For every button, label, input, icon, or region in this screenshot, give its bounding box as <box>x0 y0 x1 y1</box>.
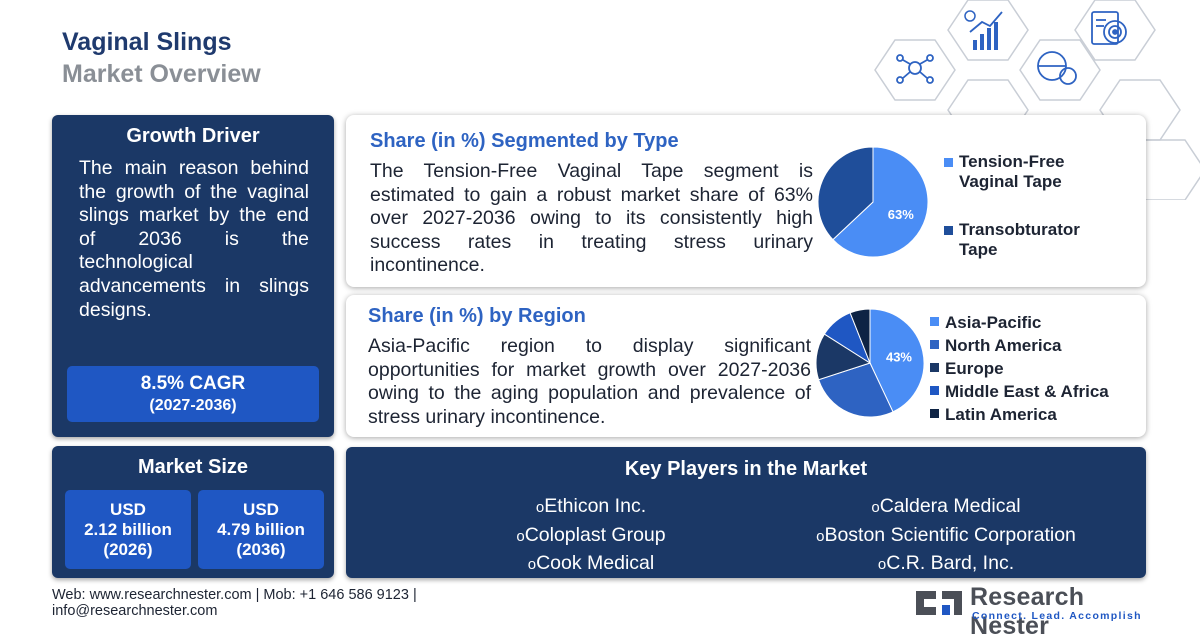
market-size-2036: USD 4.79 billion (2036) <box>198 490 324 569</box>
key-player-item: oCook Medical <box>446 550 736 579</box>
key-player-item: oBoston Scientific Corporation <box>776 522 1116 551</box>
key-player-name: Coloplast Group <box>524 523 666 546</box>
hexagon-icon <box>1019 39 1101 101</box>
logo-name: Research Nester <box>970 583 1085 640</box>
type-legend: Tension-Free Vaginal Tape Transobturator … <box>944 152 1104 260</box>
currency-label: USD <box>110 500 146 519</box>
bullet-icon: o <box>871 499 880 516</box>
key-player-name: Boston Scientific Corporation <box>824 523 1076 546</box>
legend-label: Middle East & Africa <box>945 382 1109 401</box>
region-section-text: Asia-Pacific region to display significa… <box>368 335 811 428</box>
market-size-year: (2036) <box>236 540 286 559</box>
network-icon <box>896 54 934 84</box>
bullet-icon: o <box>535 499 545 516</box>
hexagon-icon <box>874 39 956 101</box>
logo-tagline: Connect. Lead. Accomplish <box>972 610 1142 622</box>
region-share-card: Share (in %) by Region Asia-Pacific regi… <box>346 295 1146 437</box>
key-player-item: oEthicon Inc. <box>446 493 736 522</box>
market-size-amount: 4.79 billion <box>217 520 305 539</box>
key-player-name: C.R. Bard, Inc. <box>886 552 1015 574</box>
legend-swatch <box>930 409 939 418</box>
market-size-title: Market Size <box>137 456 249 478</box>
region-legend: Asia-Pacific North America Europe Middle Ea… <box>930 311 1140 426</box>
key-player-name: Cook Medical <box>536 552 655 574</box>
legend-swatch <box>930 386 939 395</box>
bullet-icon: o <box>527 556 537 573</box>
legend-swatch <box>930 317 939 326</box>
legend-label: Tension-Free Vaginal Tape <box>959 152 1065 191</box>
footer-email: info@researchnester.com <box>52 603 218 619</box>
legend-label: Europe <box>945 359 1004 378</box>
page-subtitle: Market Overview <box>62 60 261 88</box>
cagr-badge: 8.5% CAGR (2027-2036) <box>67 366 319 422</box>
key-players-right-list: oCaldera Medical oBoston Scientific Corpo… <box>776 493 1116 579</box>
logo-mark-icon <box>916 591 962 615</box>
market-size-year: (2026) <box>103 540 153 559</box>
footer-web-phone: Web: www.researchnester.com | Mob: +1 64… <box>52 587 417 603</box>
pie-data-label: 63% <box>888 207 914 222</box>
legend-swatch <box>944 226 953 235</box>
type-pie-chart: 63% <box>818 147 928 257</box>
market-size-amount: 2.12 billion <box>84 520 172 539</box>
legend-label: Transobturator Tape <box>959 220 1080 259</box>
growth-driver-title: Growth Driver <box>126 125 260 147</box>
bullet-icon: o <box>816 527 825 545</box>
legend-item: Transobturator Tape <box>944 220 1104 260</box>
legend-swatch <box>930 340 939 349</box>
cagr-period: (2027-2036) <box>149 397 237 414</box>
footer-contact: Web: www.researchnester.com | Mob: +1 64… <box>52 587 417 619</box>
legend-item: Middle East & Africa <box>930 380 1140 403</box>
key-players-left-list: oEthicon Inc. oColoplast Group oCook Medic… <box>446 493 736 579</box>
target-clipboard-icon <box>1091 11 1127 45</box>
legend-label: Latin America <box>945 405 1057 424</box>
key-players-panel: Key Players in the Market oEthicon Inc. o… <box>346 447 1146 578</box>
region-pie-chart: 43% <box>816 309 924 417</box>
type-share-card: Share (in %) Segmented by Type The Tensi… <box>346 115 1146 287</box>
bullet-icon: o <box>516 527 525 545</box>
pie-slice <box>818 147 874 241</box>
market-size-panel: Market Size USD 2.12 billion (2026) USD … <box>52 446 334 578</box>
hexagon-icon <box>1074 0 1156 61</box>
legend-item: North America <box>930 334 1140 357</box>
pie-slice <box>849 309 871 364</box>
key-player-name: Caldera Medical <box>879 495 1021 517</box>
research-nester-logo: Research Nester Connect. Lead. Accomplis… <box>912 583 1152 640</box>
type-section-title: Share (in %) Segmented by Type <box>370 130 679 152</box>
hexagon-icon <box>947 0 1029 61</box>
growth-chart-icon <box>964 10 1003 50</box>
growth-driver-text: The main reason behind the growth of the… <box>79 157 309 321</box>
pie-slice <box>818 362 894 417</box>
region-section-title: Share (in %) by Region <box>368 305 586 327</box>
legend-item: Tension-Free Vaginal Tape <box>944 152 1104 192</box>
pie-data-label: 43% <box>886 350 912 365</box>
pie-slice <box>869 309 924 413</box>
type-section-text: The Tension-Free Vaginal Tape segment is… <box>370 160 813 276</box>
pie-slice <box>832 147 928 257</box>
key-player-item: oCaldera Medical <box>776 493 1116 522</box>
legend-label: North America <box>945 336 1062 355</box>
legend-item: Latin America <box>930 403 1140 426</box>
key-players-title: Key Players in the Market <box>624 458 868 480</box>
legend-item: Europe <box>930 357 1140 380</box>
legend-label: Asia-Pacific <box>945 313 1042 332</box>
legend-swatch <box>930 363 939 372</box>
key-player-item: oC.R. Bard, Inc. <box>776 550 1116 579</box>
currency-label: USD <box>243 500 279 519</box>
cagr-value: 8.5% CAGR <box>140 373 246 394</box>
legend-item: Asia-Pacific <box>930 311 1140 334</box>
globe-money-icon <box>1037 51 1077 85</box>
legend-swatch <box>944 158 953 167</box>
key-player-name: Ethicon Inc. <box>544 495 647 517</box>
page-title: Vaginal Slings <box>62 28 232 56</box>
bullet-icon: o <box>877 556 887 573</box>
key-player-item: oColoplast Group <box>446 522 736 551</box>
market-size-2026: USD 2.12 billion (2026) <box>65 490 191 569</box>
